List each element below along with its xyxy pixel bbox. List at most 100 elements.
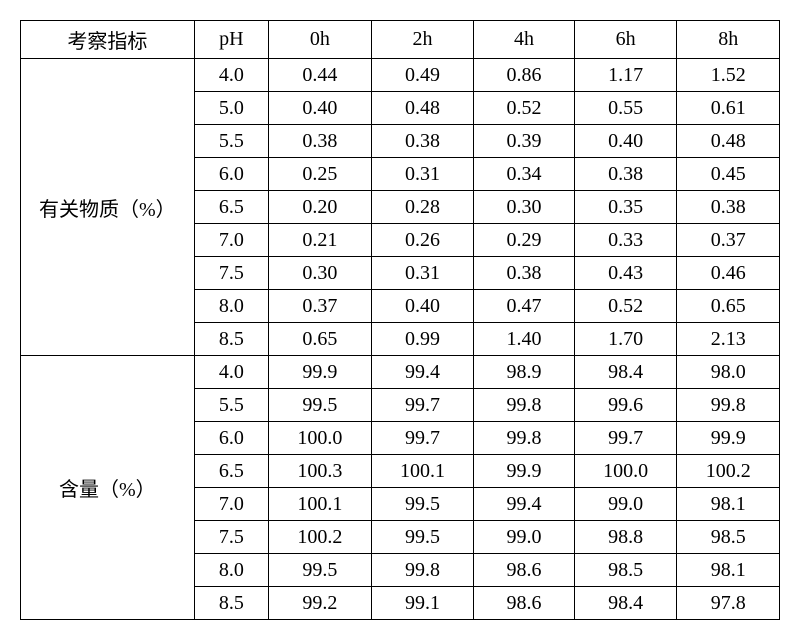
cell-2h: 0.99 — [371, 323, 474, 356]
cell-ph: 6.0 — [194, 422, 268, 455]
cell-8h: 0.45 — [677, 158, 780, 191]
cell-2h: 0.49 — [371, 59, 474, 92]
cell-ph: 8.0 — [194, 554, 268, 587]
cell-6h: 0.35 — [574, 191, 677, 224]
cell-ph: 6.0 — [194, 158, 268, 191]
cell-8h: 99.8 — [677, 389, 780, 422]
cell-8h: 1.52 — [677, 59, 780, 92]
cell-ph: 8.0 — [194, 290, 268, 323]
cell-0h: 100.2 — [269, 521, 372, 554]
cell-6h: 98.8 — [574, 521, 677, 554]
cell-ph: 8.5 — [194, 587, 268, 620]
cell-0h: 0.21 — [269, 224, 372, 257]
cell-6h: 99.0 — [574, 488, 677, 521]
cell-ph: 7.0 — [194, 224, 268, 257]
cell-ph: 5.5 — [194, 125, 268, 158]
cell-0h: 0.25 — [269, 158, 372, 191]
cell-0h: 0.65 — [269, 323, 372, 356]
cell-8h: 98.5 — [677, 521, 780, 554]
cell-2h: 99.7 — [371, 422, 474, 455]
cell-6h: 99.6 — [574, 389, 677, 422]
cell-8h: 0.46 — [677, 257, 780, 290]
cell-4h: 0.29 — [474, 224, 575, 257]
cell-8h: 2.13 — [677, 323, 780, 356]
group-label: 含量（%） — [21, 356, 195, 620]
cell-4h: 0.38 — [474, 257, 575, 290]
cell-0h: 99.5 — [269, 389, 372, 422]
cell-ph: 6.5 — [194, 191, 268, 224]
cell-4h: 0.34 — [474, 158, 575, 191]
cell-0h: 100.3 — [269, 455, 372, 488]
cell-8h: 98.1 — [677, 554, 780, 587]
data-table: 考察指标pH0h2h4h6h8h有关物质（%）4.00.440.490.861.… — [20, 20, 780, 620]
cell-4h: 99.9 — [474, 455, 575, 488]
cell-0h: 0.44 — [269, 59, 372, 92]
cell-6h: 100.0 — [574, 455, 677, 488]
cell-2h: 99.5 — [371, 488, 474, 521]
cell-2h: 0.28 — [371, 191, 474, 224]
cell-4h: 0.47 — [474, 290, 575, 323]
cell-0h: 0.37 — [269, 290, 372, 323]
cell-8h: 0.48 — [677, 125, 780, 158]
cell-6h: 0.40 — [574, 125, 677, 158]
cell-0h: 0.38 — [269, 125, 372, 158]
cell-ph: 7.5 — [194, 257, 268, 290]
group-label: 有关物质（%） — [21, 59, 195, 356]
cell-6h: 98.4 — [574, 356, 677, 389]
cell-8h: 97.8 — [677, 587, 780, 620]
cell-2h: 100.1 — [371, 455, 474, 488]
cell-0h: 99.9 — [269, 356, 372, 389]
cell-4h: 99.8 — [474, 389, 575, 422]
cell-4h: 0.39 — [474, 125, 575, 158]
cell-4h: 0.30 — [474, 191, 575, 224]
cell-6h: 99.7 — [574, 422, 677, 455]
cell-8h: 0.37 — [677, 224, 780, 257]
cell-6h: 98.4 — [574, 587, 677, 620]
cell-8h: 100.2 — [677, 455, 780, 488]
header-ph: pH — [194, 21, 268, 59]
cell-ph: 7.0 — [194, 488, 268, 521]
cell-0h: 0.30 — [269, 257, 372, 290]
header-2h: 2h — [371, 21, 474, 59]
cell-4h: 0.86 — [474, 59, 575, 92]
cell-6h: 1.17 — [574, 59, 677, 92]
cell-ph: 6.5 — [194, 455, 268, 488]
cell-0h: 100.1 — [269, 488, 372, 521]
cell-8h: 0.61 — [677, 92, 780, 125]
header-4h: 4h — [474, 21, 575, 59]
cell-8h: 98.0 — [677, 356, 780, 389]
cell-ph: 5.0 — [194, 92, 268, 125]
cell-ph: 5.5 — [194, 389, 268, 422]
cell-6h: 98.5 — [574, 554, 677, 587]
cell-2h: 99.4 — [371, 356, 474, 389]
cell-0h: 0.40 — [269, 92, 372, 125]
cell-ph: 7.5 — [194, 521, 268, 554]
cell-2h: 99.8 — [371, 554, 474, 587]
header-0h: 0h — [269, 21, 372, 59]
cell-2h: 0.26 — [371, 224, 474, 257]
cell-2h: 0.38 — [371, 125, 474, 158]
cell-2h: 99.1 — [371, 587, 474, 620]
cell-2h: 0.31 — [371, 257, 474, 290]
cell-4h: 99.4 — [474, 488, 575, 521]
cell-4h: 98.6 — [474, 587, 575, 620]
cell-4h: 0.52 — [474, 92, 575, 125]
cell-2h: 99.5 — [371, 521, 474, 554]
cell-4h: 98.9 — [474, 356, 575, 389]
cell-0h: 99.5 — [269, 554, 372, 587]
cell-ph: 4.0 — [194, 356, 268, 389]
cell-6h: 0.33 — [574, 224, 677, 257]
cell-0h: 100.0 — [269, 422, 372, 455]
cell-4h: 99.8 — [474, 422, 575, 455]
cell-8h: 0.38 — [677, 191, 780, 224]
cell-4h: 99.0 — [474, 521, 575, 554]
cell-2h: 0.31 — [371, 158, 474, 191]
header-6h: 6h — [574, 21, 677, 59]
cell-8h: 99.9 — [677, 422, 780, 455]
table-row: 有关物质（%）4.00.440.490.861.171.52 — [21, 59, 780, 92]
cell-6h: 0.38 — [574, 158, 677, 191]
cell-0h: 99.2 — [269, 587, 372, 620]
cell-2h: 0.40 — [371, 290, 474, 323]
cell-8h: 98.1 — [677, 488, 780, 521]
cell-0h: 0.20 — [269, 191, 372, 224]
